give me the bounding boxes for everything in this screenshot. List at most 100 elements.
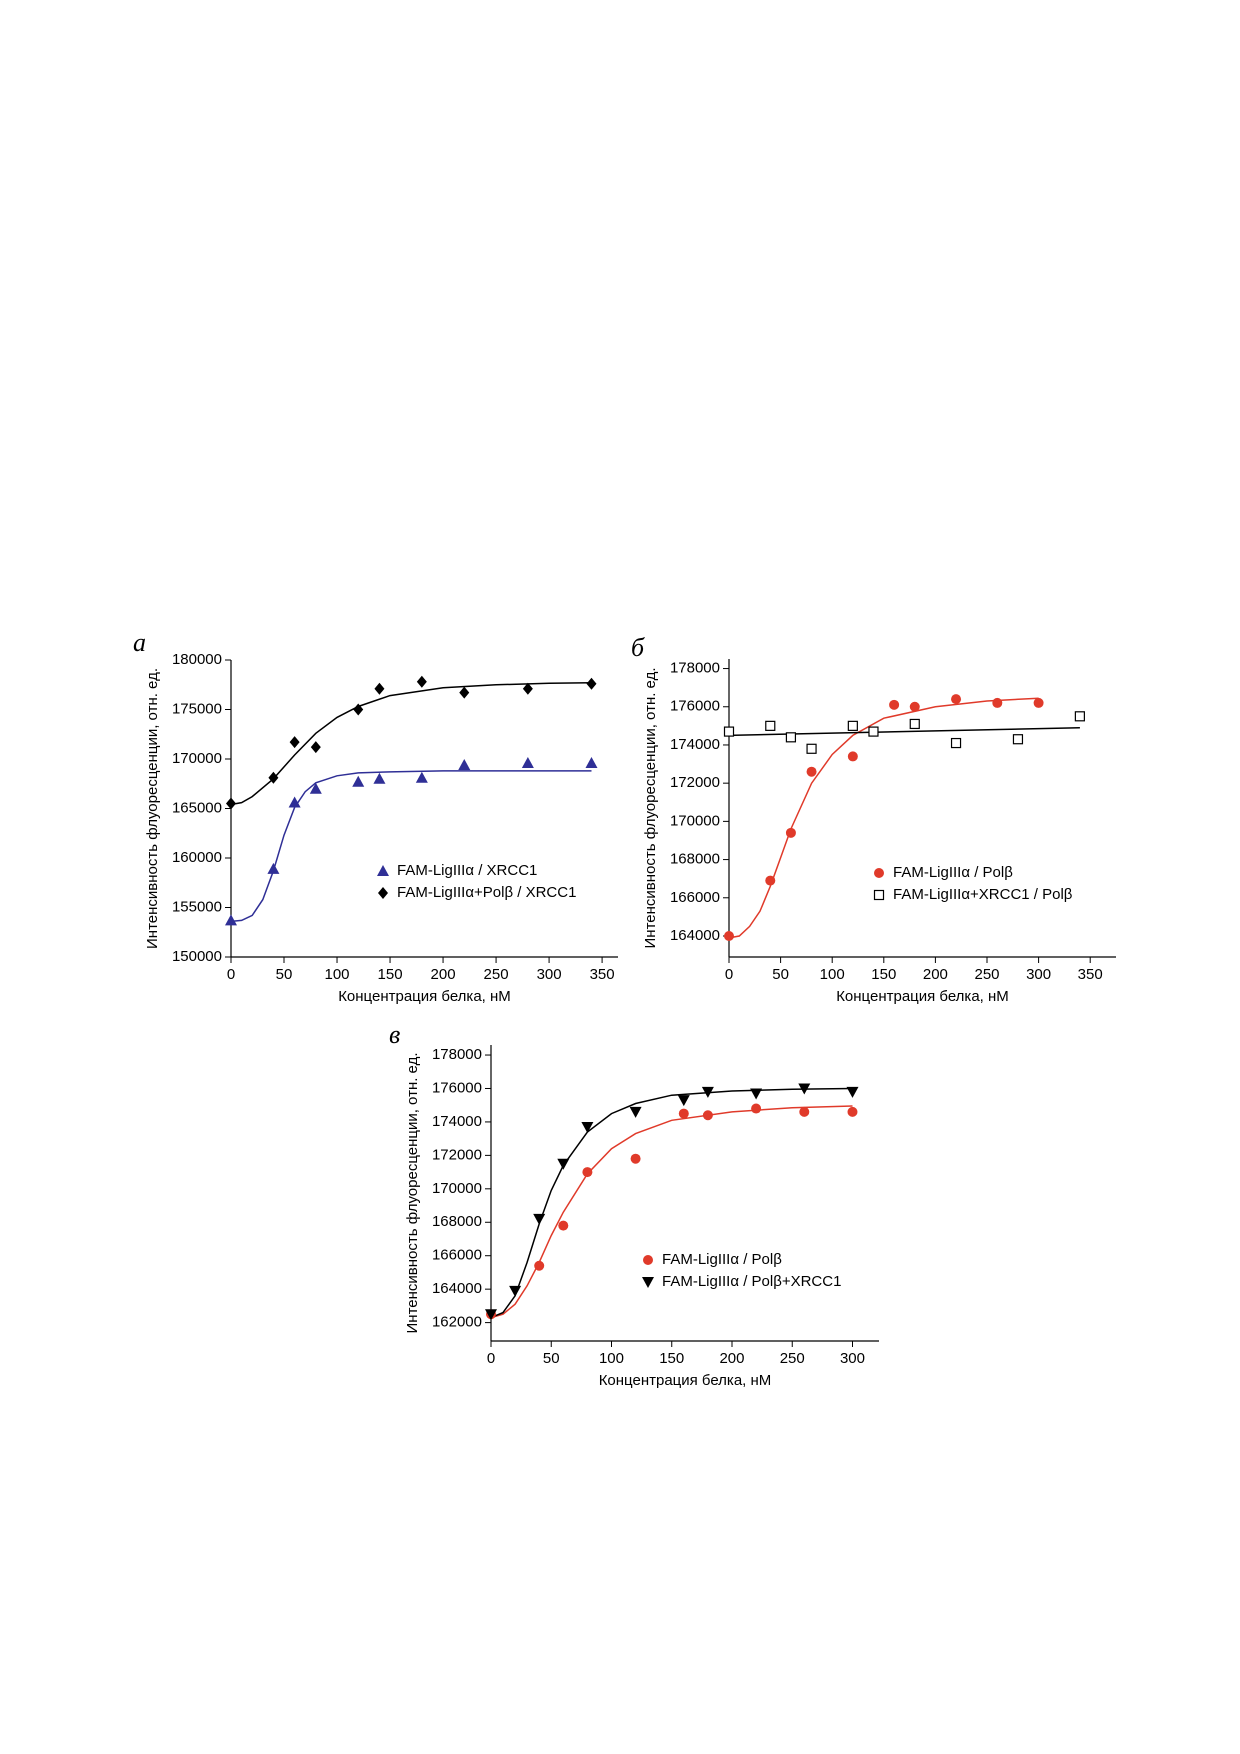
y-tick-label: 176000 <box>432 1079 482 1096</box>
data-point <box>798 1083 811 1095</box>
panel-label: а <box>133 628 146 657</box>
data-point <box>951 694 962 705</box>
x-tick-label: 0 <box>487 1350 495 1367</box>
x-tick-label: 200 <box>431 966 456 983</box>
fit-line <box>728 697 1039 939</box>
x-tick-label: 250 <box>974 966 999 983</box>
y-tick-label: 164000 <box>670 927 720 944</box>
x-tick-label: 50 <box>772 966 789 983</box>
x-axis-label: Концентрация белка, нМ <box>836 988 1009 1005</box>
data-point <box>557 1158 570 1170</box>
data-point <box>509 1285 522 1297</box>
data-point <box>785 827 796 838</box>
data-point <box>352 775 365 787</box>
x-axis-label: Концентрация белка, нМ <box>338 988 511 1005</box>
legend-label: FAM-LigIIIα / Polβ <box>893 864 1013 881</box>
legend-marker <box>642 1277 654 1288</box>
data-point <box>521 756 534 768</box>
y-tick-label: 172000 <box>670 774 720 791</box>
legend-label: FAM-LigIIIα+Polβ / XRCC1 <box>397 884 576 901</box>
data-point <box>723 726 735 737</box>
data-point <box>799 1106 810 1117</box>
legend-marker <box>873 889 885 901</box>
data-point <box>678 1108 689 1119</box>
x-tick-label: 300 <box>840 1350 865 1367</box>
y-tick-label: 180000 <box>172 651 222 668</box>
data-point <box>226 797 236 810</box>
x-tick-label: 150 <box>871 966 896 983</box>
data-point <box>374 682 385 695</box>
data-point <box>586 677 597 690</box>
data-point <box>909 718 920 730</box>
data-point <box>701 1086 714 1098</box>
y-tick-label: 178000 <box>432 1046 482 1063</box>
x-tick-label: 250 <box>484 966 509 983</box>
x-tick-label: 100 <box>599 1350 624 1367</box>
y-tick-label: 175000 <box>172 700 222 717</box>
data-point <box>459 686 470 699</box>
x-tick-label: 50 <box>543 1350 560 1367</box>
y-tick-label: 164000 <box>432 1280 482 1297</box>
data-point <box>992 697 1003 708</box>
x-tick-label: 150 <box>659 1350 684 1367</box>
data-point <box>558 1220 569 1231</box>
legend-marker <box>874 868 884 878</box>
data-point <box>310 741 321 754</box>
data-point <box>868 726 879 737</box>
x-tick-label: 300 <box>1026 966 1051 983</box>
x-tick-label: 150 <box>378 966 403 983</box>
data-point <box>847 1106 858 1117</box>
fit-line <box>728 727 1080 737</box>
legend-label: FAM-LigIIIα / XRCC1 <box>397 862 537 879</box>
data-point <box>950 737 962 749</box>
x-tick-label: 0 <box>227 966 235 983</box>
data-point <box>533 1213 546 1225</box>
fit-line <box>230 682 592 806</box>
data-point <box>1074 711 1085 722</box>
fit-line <box>490 1105 853 1319</box>
y-tick-label: 172000 <box>432 1146 482 1163</box>
x-tick-label: 50 <box>276 966 293 983</box>
x-tick-label: 300 <box>537 966 562 983</box>
legend-marker <box>643 1255 653 1265</box>
data-point <box>847 720 858 731</box>
data-point <box>629 1106 642 1118</box>
data-point <box>702 1110 713 1121</box>
data-point <box>458 758 471 770</box>
data-point <box>1012 734 1024 745</box>
y-tick-label: 155000 <box>172 898 222 915</box>
legend-marker <box>378 887 388 899</box>
data-point <box>581 1121 594 1133</box>
y-axis-label: Интенсивность флуоресценции, отн. ед. <box>642 668 659 949</box>
y-tick-label: 160000 <box>172 849 222 866</box>
data-point <box>751 1103 762 1114</box>
data-point <box>846 1086 859 1098</box>
data-point <box>847 751 858 762</box>
y-tick-label: 176000 <box>670 698 720 715</box>
legend-label: FAM-LigIIIα / Polβ+XRCC1 <box>662 1273 841 1290</box>
data-point <box>225 914 237 926</box>
x-tick-label: 100 <box>325 966 350 983</box>
panel-label: в <box>389 1020 400 1049</box>
legend-label: FAM-LigIIIα / Polβ <box>662 1251 782 1268</box>
data-point <box>416 675 427 688</box>
y-tick-label: 170000 <box>670 812 720 829</box>
y-tick-label: 170000 <box>432 1180 482 1197</box>
data-point <box>522 682 533 695</box>
data-point <box>268 771 279 784</box>
y-tick-label: 162000 <box>432 1314 482 1331</box>
x-tick-label: 250 <box>780 1350 805 1367</box>
y-tick-label: 170000 <box>172 750 222 767</box>
data-point <box>415 771 428 783</box>
data-point <box>309 782 322 794</box>
y-tick-label: 178000 <box>670 660 720 677</box>
y-tick-label: 150000 <box>172 948 222 965</box>
y-axis-label: Интенсивность флуоресценции, отн. ед. <box>404 1053 421 1334</box>
data-point <box>353 703 364 716</box>
data-point <box>785 732 797 743</box>
y-tick-label: 174000 <box>432 1113 482 1130</box>
data-point <box>630 1153 641 1164</box>
x-tick-label: 0 <box>725 966 733 983</box>
fit-line <box>230 770 592 923</box>
